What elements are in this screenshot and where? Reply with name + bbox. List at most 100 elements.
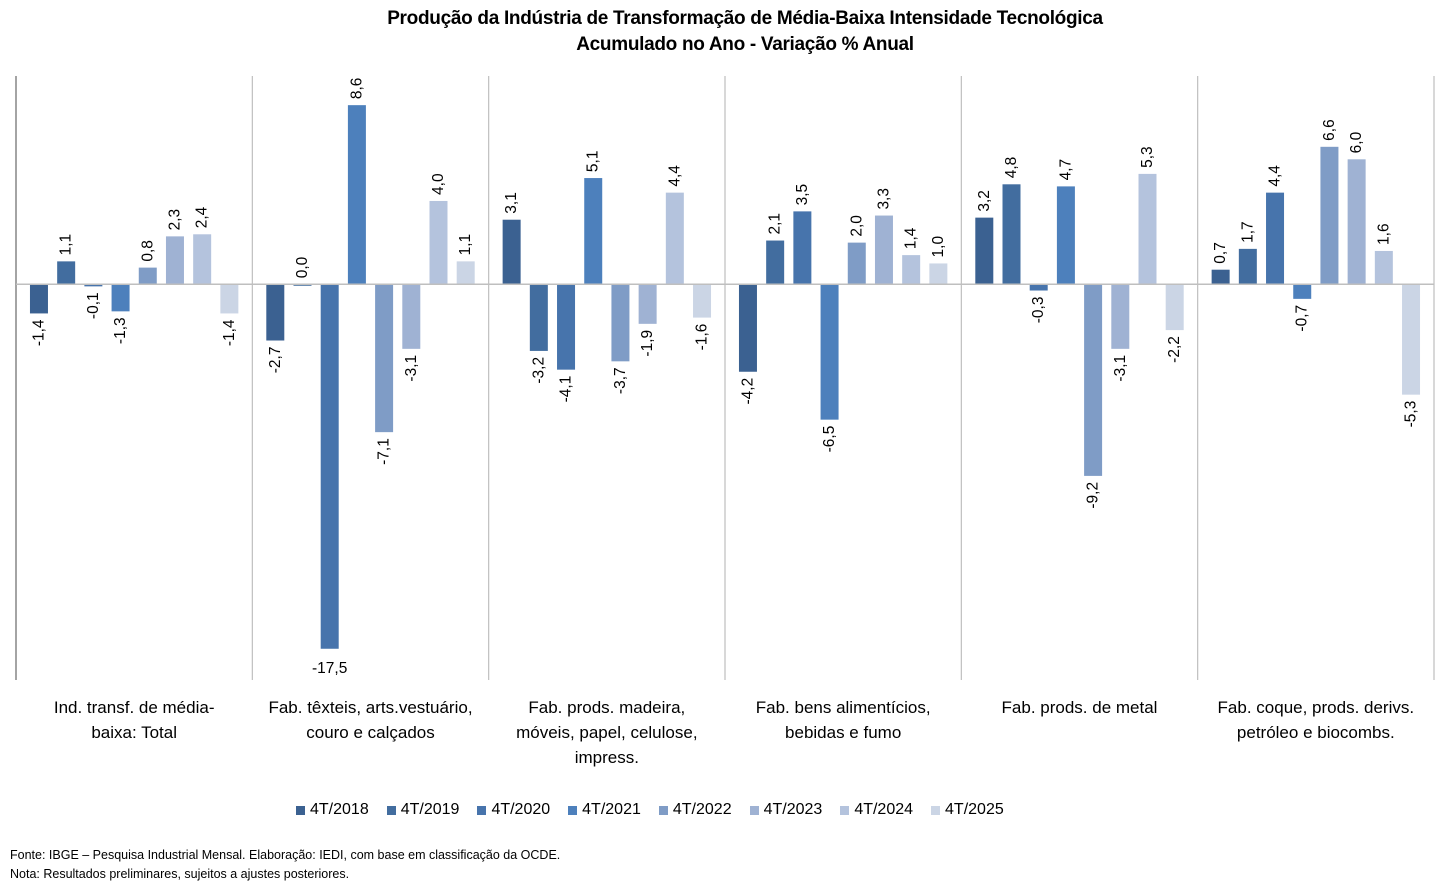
value-label: -2,2 <box>1166 336 1183 363</box>
category-label: Fab. prods. de metal <box>1002 698 1158 717</box>
value-label: 1,6 <box>1375 223 1392 245</box>
value-label: -4,1 <box>558 376 575 403</box>
bar <box>902 255 921 285</box>
value-label: -17,5 <box>312 660 347 677</box>
value-label: -7,1 <box>376 438 393 465</box>
chart-subtitle: Acumulado no Ano - Variação % Anual <box>576 34 914 55</box>
bar <box>1029 284 1048 291</box>
bar <box>1111 284 1130 349</box>
category-label-line: Fab. coque, prods. derivs. <box>1218 698 1415 717</box>
bar <box>429 200 448 285</box>
legend-label: 4T/2020 <box>491 801 551 818</box>
value-label: 0,7 <box>1212 242 1229 264</box>
value-label: -3,1 <box>1112 355 1129 382</box>
bar <box>693 284 712 318</box>
bar <box>375 284 394 433</box>
bar <box>1084 284 1103 476</box>
bar <box>1002 184 1021 285</box>
bar <box>84 284 103 287</box>
bar <box>738 284 757 372</box>
value-label: -5,3 <box>1403 401 1420 428</box>
value-label: 4,7 <box>1057 159 1074 181</box>
value-label: 6,6 <box>1321 119 1338 141</box>
value-label: -6,5 <box>821 426 838 453</box>
legend-item: 4T/2024 <box>840 801 913 819</box>
bar <box>1402 284 1421 395</box>
bar <box>220 284 239 314</box>
legend-label: 4T/2022 <box>672 801 732 818</box>
category-label-line: bebidas e fumo <box>785 723 901 742</box>
bar <box>347 105 366 285</box>
bar <box>611 284 630 362</box>
value-label: 1,0 <box>930 236 947 258</box>
value-label: 1,1 <box>457 234 474 256</box>
bar <box>1347 159 1366 285</box>
footnote: Nota: Resultados preliminares, sujeitos … <box>10 867 350 881</box>
value-label: -1,6 <box>694 324 711 351</box>
legend-swatch <box>568 805 578 815</box>
bars <box>29 105 1421 649</box>
bar <box>165 236 184 285</box>
category-label-line: Fab. têxteis, arts.vestuário, <box>268 698 472 717</box>
category-label-line: couro e calçados <box>306 723 435 742</box>
value-label: 2,3 <box>166 209 183 231</box>
value-label: -1,4 <box>30 319 47 346</box>
value-label: -9,2 <box>1085 482 1102 509</box>
value-label: 3,5 <box>794 184 811 206</box>
legend-item: 4T/2022 <box>658 801 732 819</box>
chart-title-block: Produção da Indústria de Transformação d… <box>0 6 1439 58</box>
bar <box>111 284 130 312</box>
category-label: Fab. bens alimentícios, bebidas e fumo <box>756 698 931 742</box>
bar <box>193 234 212 285</box>
bar <box>29 284 48 314</box>
value-label: -3,2 <box>530 357 547 384</box>
bar <box>874 215 893 285</box>
bar <box>1165 284 1184 331</box>
legend-swatch <box>749 805 759 815</box>
value-label: -1,4 <box>221 319 238 346</box>
value-label: -0,7 <box>1294 305 1311 332</box>
bar <box>793 211 812 285</box>
value-label: -2,7 <box>267 347 284 374</box>
bar <box>1211 269 1230 285</box>
value-label: 8,6 <box>348 78 365 100</box>
value-label: -1,9 <box>639 330 656 357</box>
bar <box>1238 248 1257 285</box>
bar <box>1320 146 1339 285</box>
bar <box>929 263 948 285</box>
value-label: 1,1 <box>58 234 75 256</box>
bar <box>1374 250 1393 285</box>
category-label-line: Fab. prods. madeira, <box>528 698 685 717</box>
legend-label: 4T/2024 <box>854 801 914 818</box>
value-label: -4,2 <box>739 378 756 405</box>
bar <box>402 284 421 349</box>
bar <box>1138 173 1157 285</box>
category-label-line: impress. <box>575 748 639 767</box>
value-label: 1,7 <box>1239 221 1256 243</box>
value-label: 6,0 <box>1348 131 1365 153</box>
category-label-line: Ind. transf. de média- <box>54 698 215 717</box>
value-label: -1,3 <box>112 317 129 344</box>
bar <box>1266 192 1285 285</box>
bar <box>320 284 339 649</box>
legend-swatch <box>296 805 305 815</box>
bar <box>584 178 603 285</box>
value-label: 5,1 <box>585 150 602 172</box>
legend-label: 4T/2023 <box>763 801 823 818</box>
bar <box>638 284 657 324</box>
category-label-line: petróleo e biocombs. <box>1237 723 1395 742</box>
value-label: 3,2 <box>976 190 993 212</box>
value-label: 4,8 <box>1003 157 1020 179</box>
legend-swatch <box>477 805 487 815</box>
category-label-line: Fab. bens alimentícios, <box>756 698 931 717</box>
value-label: 1,4 <box>903 227 920 249</box>
legend-item: 4T/2025 <box>931 801 1004 819</box>
value-label: 4,0 <box>430 173 447 195</box>
value-label: 4,4 <box>666 165 683 187</box>
legend-swatch <box>931 805 941 815</box>
value-label: 0,8 <box>139 240 156 262</box>
value-label: 3,1 <box>503 192 520 214</box>
category-label: Ind. transf. de média-baixa: Total <box>54 698 215 742</box>
legend-label: 4T/2021 <box>582 801 641 818</box>
value-label: 5,3 <box>1139 146 1156 168</box>
